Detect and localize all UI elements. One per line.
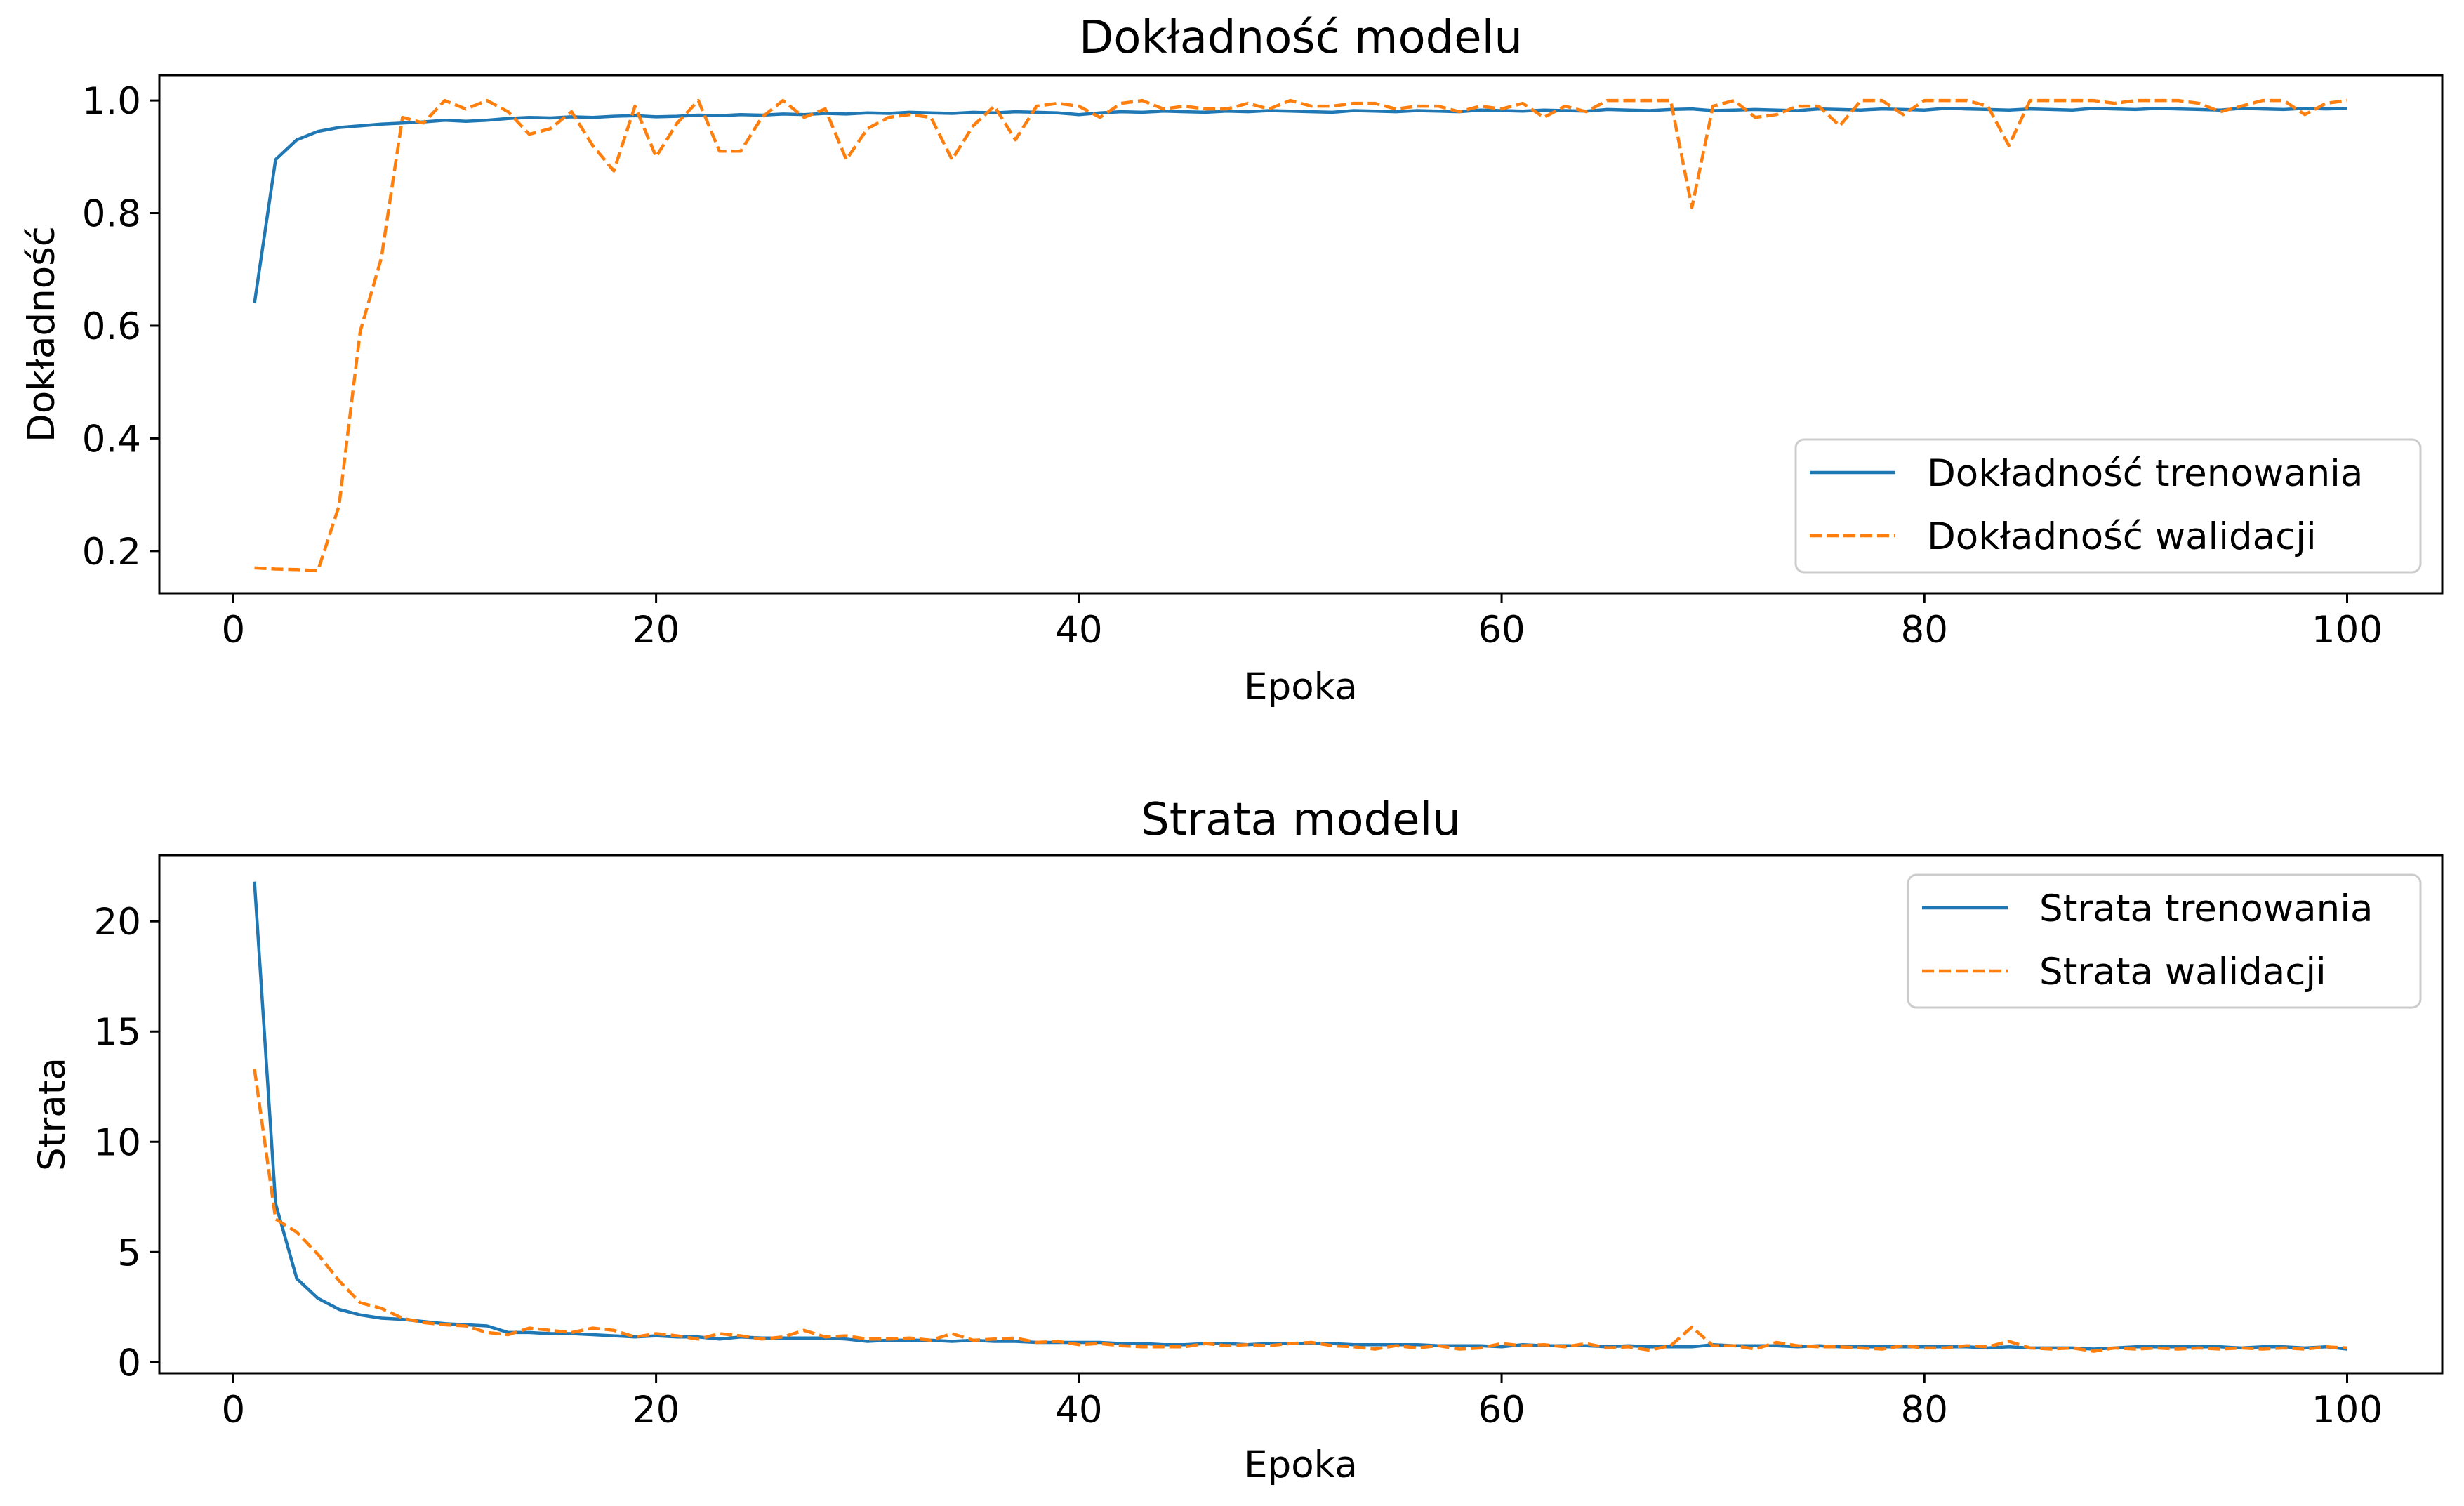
legend-box bbox=[1794, 438, 2422, 574]
y-axis: 0.2 0.4 0.6 0.8 1.0 bbox=[82, 80, 159, 574]
series-line-val bbox=[253, 1069, 2347, 1353]
y-tick-label: 0 bbox=[117, 1342, 141, 1385]
y-tick-label: 0.2 bbox=[82, 531, 141, 574]
x-tick-label: 100 bbox=[2312, 1389, 2383, 1432]
legend-label-train: Dokładność trenowania bbox=[1927, 452, 2363, 495]
y-tick-label: 1.0 bbox=[82, 80, 141, 123]
chart-loss: Strata modelu 0 20 40 60 80 100 0 5 10 15 20 Epok… bbox=[31, 794, 2444, 1486]
plot-area bbox=[253, 98, 2347, 573]
x-axis: 0 20 40 60 80 100 bbox=[222, 1373, 2383, 1432]
x-tick-label: 80 bbox=[1901, 609, 1948, 652]
chart-title: Strata modelu bbox=[1141, 794, 1461, 846]
y-axis-label: Dokładność bbox=[20, 226, 63, 442]
y-tick-label: 15 bbox=[94, 1011, 141, 1054]
x-tick-label: 20 bbox=[632, 609, 680, 652]
x-tick-label: 40 bbox=[1055, 1389, 1102, 1432]
legend-box bbox=[1907, 873, 2422, 1009]
y-tick-label: 10 bbox=[94, 1121, 141, 1164]
legend-label-val: Strata walidacji bbox=[2039, 951, 2326, 993]
y-tick-label: 0.4 bbox=[82, 418, 141, 461]
x-tick-label: 60 bbox=[1478, 609, 1525, 652]
y-axis-label: Strata bbox=[31, 1057, 74, 1171]
y-tick-label: 0.8 bbox=[82, 193, 141, 236]
x-tick-label: 80 bbox=[1901, 1389, 1948, 1432]
chart-title: Dokładność modelu bbox=[1079, 12, 1523, 64]
x-tick-label: 60 bbox=[1478, 1389, 1525, 1432]
legend: Strata trenowania Strata walidacji bbox=[1907, 873, 2422, 1009]
x-axis: 0 20 40 60 80 100 bbox=[222, 593, 2383, 652]
legend-label-val: Dokładność walidacji bbox=[1927, 515, 2317, 558]
y-tick-label: 20 bbox=[94, 901, 141, 944]
plot-frame bbox=[158, 854, 2444, 1375]
legend: Dokładność trenowania Dokładność walidac… bbox=[1794, 438, 2422, 574]
y-tick-label: 5 bbox=[117, 1231, 141, 1274]
series-line-val bbox=[254, 98, 2347, 573]
plot-area bbox=[253, 881, 2347, 1353]
x-tick-label: 20 bbox=[632, 1389, 680, 1432]
x-tick-label: 0 bbox=[222, 609, 246, 652]
plot-frame bbox=[158, 74, 2444, 595]
y-axis: 0 5 10 15 20 bbox=[94, 901, 159, 1385]
x-tick-label: 40 bbox=[1055, 609, 1102, 652]
series-line-train bbox=[253, 881, 2347, 1351]
x-axis-label: Epoka bbox=[1244, 1444, 1358, 1486]
chart-accuracy: Dokładność modelu 0 20 40 60 80 100 0.2 0.4 0.6… bbox=[20, 12, 2444, 708]
series-line-train bbox=[253, 107, 2347, 304]
x-axis-label: Epoka bbox=[1244, 666, 1358, 708]
y-tick-label: 0.6 bbox=[82, 305, 141, 348]
legend-label-train: Strata trenowania bbox=[2039, 887, 2373, 930]
x-tick-label: 0 bbox=[222, 1389, 246, 1432]
x-tick-label: 100 bbox=[2312, 609, 2383, 652]
